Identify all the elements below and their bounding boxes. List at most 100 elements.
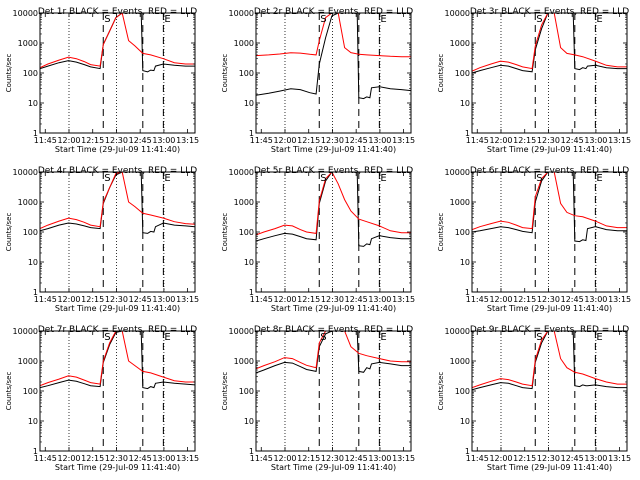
x-tick-label: 13:00 (584, 136, 607, 145)
lld-series-line (472, 13, 627, 72)
x-tick-label: 12:45 (129, 136, 152, 145)
x-axis-label: Start Time (29-Jul-09 11:41:40) (487, 304, 612, 313)
y-tick-label: 1000 (234, 357, 254, 366)
x-tick-label: 12:45 (561, 295, 584, 304)
y-tick-label: 10 (460, 417, 470, 426)
x-tick-label: 12:45 (345, 454, 368, 463)
panel-title: Det 4r BLACK = Events, RED = LLD (38, 166, 197, 176)
y-tick-label: 100 (239, 387, 254, 396)
marker-label-e: E (596, 14, 602, 25)
panel-title: Det 7r BLACK = Events, RED = LLD (38, 325, 197, 335)
x-tick-label: 12:15 (513, 454, 536, 463)
x-tick-label: 11:45 (466, 136, 489, 145)
x-tick-label: 13:00 (152, 136, 175, 145)
x-tick-label: 12:00 (489, 136, 512, 145)
x-tick-label: 13:00 (584, 295, 607, 304)
x-tick-label: 11:45 (250, 454, 273, 463)
lld-series-line (40, 13, 195, 69)
y-axis-label: Counts/sec (5, 372, 13, 411)
y-axis-label: Counts/sec (221, 372, 229, 411)
panel-det-1: S E 1 10 100 1000 10000 11:45 12:00 12:15 12:30 12:… (5, 7, 199, 154)
y-axis-label: Counts/sec (221, 213, 229, 252)
x-tick-label: 12:15 (297, 136, 320, 145)
x-tick-label: 12:00 (273, 295, 296, 304)
y-tick-label: 1000 (18, 357, 38, 366)
x-tick-label: 12:45 (561, 454, 584, 463)
panel-title: Det 8r BLACK = Events, RED = LLD (254, 325, 413, 335)
x-tick-label: 13:00 (152, 295, 175, 304)
y-tick-label: 10 (244, 417, 254, 426)
events-series-line (256, 13, 411, 100)
y-tick-label: 10 (28, 99, 38, 108)
y-tick-label: 100 (239, 228, 254, 237)
panel-det-3: S E 1 10 100 1000 10000 11:45 12:00 12:15 12:30 12:… (437, 7, 631, 154)
y-tick-label: 100 (455, 387, 470, 396)
lld-series-line (472, 172, 627, 231)
x-tick-label: 12:30 (537, 295, 560, 304)
marker-label-e: E (164, 14, 170, 25)
y-tick-label: 100 (455, 69, 470, 78)
events-series-line (256, 331, 411, 374)
y-tick-label: 1 (465, 447, 470, 456)
x-tick-label: 12:45 (129, 454, 152, 463)
lld-series-line (40, 331, 195, 387)
y-axis-label: Counts/sec (437, 54, 445, 93)
x-tick-label: 12:45 (129, 295, 152, 304)
x-axis-label: Start Time (29-Jul-09 11:41:40) (487, 463, 612, 472)
y-tick-label: 10000 (229, 168, 254, 177)
panel-title: Det 1r BLACK = Events, RED = LLD (38, 7, 197, 17)
y-tick-label: 1000 (450, 39, 470, 48)
y-tick-label: 1 (249, 447, 254, 456)
x-tick-label: 12:00 (57, 295, 80, 304)
y-tick-label: 10 (460, 258, 470, 267)
y-tick-label: 100 (23, 228, 38, 237)
y-tick-label: 100 (23, 387, 38, 396)
x-axis-label: Start Time (29-Jul-09 11:41:40) (271, 304, 396, 313)
events-series-line (40, 172, 195, 234)
marker-label-e: E (380, 14, 386, 25)
lld-series-line (256, 331, 411, 370)
lld-series-line (472, 331, 627, 389)
x-tick-label: 13:15 (608, 454, 631, 463)
x-tick-label: 12:15 (81, 454, 104, 463)
x-tick-label: 13:00 (368, 454, 391, 463)
y-tick-label: 1000 (234, 39, 254, 48)
marker-label-s: S (104, 14, 110, 25)
x-tick-label: 12:00 (273, 136, 296, 145)
x-tick-label: 12:30 (105, 454, 128, 463)
x-tick-label: 13:15 (608, 295, 631, 304)
x-tick-label: 13:15 (392, 136, 415, 145)
lld-series-line (40, 172, 195, 230)
y-tick-label: 1 (33, 288, 38, 297)
marker-label-s: S (536, 173, 542, 184)
panel-det-7: S E 1 10 100 1000 10000 11:45 12:00 12:15 12:30 12:… (5, 325, 199, 472)
x-axis-label: Start Time (29-Jul-09 11:41:40) (55, 304, 180, 313)
events-series-line (472, 331, 627, 391)
y-tick-label: 10000 (13, 9, 38, 18)
y-tick-label: 10000 (13, 168, 38, 177)
x-tick-label: 12:30 (321, 454, 344, 463)
x-tick-label: 11:45 (34, 136, 57, 145)
x-tick-label: 11:45 (34, 454, 57, 463)
panel-title: Det 2r BLACK = Events, RED = LLD (254, 7, 413, 17)
x-tick-label: 12:30 (321, 295, 344, 304)
x-axis-label: Start Time (29-Jul-09 11:41:40) (271, 145, 396, 154)
y-tick-label: 1 (249, 129, 254, 138)
y-tick-label: 10000 (229, 9, 254, 18)
marker-label-s: S (536, 14, 542, 25)
x-tick-label: 11:45 (250, 136, 273, 145)
x-tick-label: 12:45 (561, 136, 584, 145)
marker-label-s: S (104, 332, 110, 343)
x-axis-label: Start Time (29-Jul-09 11:41:40) (271, 463, 396, 472)
panel-det-8: S E 1 10 100 1000 10000 11:45 12:00 12:15 12:30 12:… (221, 325, 415, 472)
x-tick-label: 12:30 (537, 136, 560, 145)
events-series-line (472, 172, 627, 243)
x-tick-label: 12:45 (345, 295, 368, 304)
x-tick-label: 12:00 (57, 454, 80, 463)
x-axis-label: Start Time (29-Jul-09 11:41:40) (487, 145, 612, 154)
x-tick-label: 12:15 (297, 295, 320, 304)
y-tick-label: 10 (28, 258, 38, 267)
x-tick-label: 11:45 (250, 295, 273, 304)
